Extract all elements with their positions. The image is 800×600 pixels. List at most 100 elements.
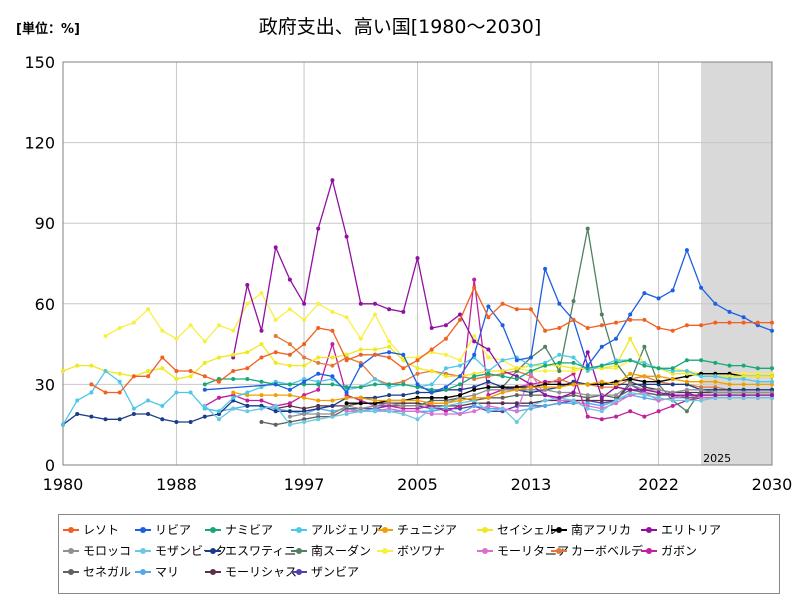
series-point [486,315,491,320]
series-point [287,387,292,392]
series-point [628,371,633,376]
series-point [727,393,732,398]
series-point [302,420,307,424]
series-point [245,409,250,414]
series-point [642,363,647,368]
series-point [458,382,462,387]
series-point [713,374,718,379]
series-point [486,347,491,352]
series-point [656,379,661,384]
series-point [599,363,604,368]
legend-item: モーリタニア [477,542,569,559]
x-tick-label: 1988 [156,475,197,494]
legend-item: リビア [135,521,191,538]
series-point [699,379,704,384]
series-point [387,393,392,398]
series-point [599,344,604,349]
series-point [500,395,505,400]
series-point [500,390,505,395]
series-point [599,417,604,422]
unit-label: [単位：%] [16,22,80,37]
series-point [628,387,633,392]
series-point [415,371,420,376]
series-point [344,358,349,363]
legend-item: モザンビーク [135,542,227,559]
series-point [89,390,94,395]
series-point [500,301,505,306]
series-point [61,369,65,373]
y-tick-label: 120 [24,134,55,153]
series-point [146,307,151,312]
series-point [231,369,236,373]
series-point [273,382,278,387]
series-point [273,409,278,414]
legend-swatch [291,547,307,554]
series-point [231,328,236,333]
series-point [415,256,420,261]
series-point [585,393,590,398]
series-point [358,406,363,411]
legend-swatch [291,568,307,575]
series-point [245,301,250,306]
legend-swatch [135,547,151,554]
series-point [202,406,207,411]
series-point [543,393,548,398]
series-point [543,403,548,408]
series-point [245,283,250,287]
series-point [287,422,292,427]
series-point [642,387,647,392]
legend-item: モーリシャス [205,563,297,580]
series-point [614,336,618,341]
series-point [528,355,533,360]
series-point [514,401,519,406]
series-point [245,366,250,371]
series-point [302,363,307,368]
series-point [543,398,548,403]
projection-region [701,62,772,465]
series-point [614,360,618,365]
series-point [571,382,576,387]
series-point [571,355,576,360]
series-point [401,398,406,403]
series-point [302,317,307,322]
series-point [429,412,434,416]
legend-label: 南スーダン [311,544,372,558]
series-point [387,307,392,312]
series-point [727,363,732,368]
series-point [287,382,292,387]
series-point [486,409,491,414]
series-point [684,393,689,398]
series-point [557,395,562,400]
series-point [330,355,335,360]
series-point [571,390,576,395]
legend-swatch [205,547,221,554]
series-point [684,358,689,363]
legend-swatch [205,568,221,575]
series-point [713,301,718,306]
series-point [458,387,462,392]
series-point [500,401,505,406]
series-point [217,409,221,414]
series-point [273,422,278,427]
series-point [741,315,746,320]
legend-label: モザンビーク [155,544,228,558]
legend-label: セイシェル [497,523,558,537]
series-point [103,334,108,338]
legend-swatch [377,526,393,533]
series-point [500,374,505,379]
series-point [117,326,122,330]
series-point [670,328,675,333]
line-chart: 0 30 60 90 120 150 1980 1988 1997 2005 2013 2022 203… [24,53,792,494]
series-point [373,352,377,357]
series-point [330,374,335,379]
series-point [486,403,491,408]
series-point [528,369,533,373]
series-point [543,266,548,271]
series-point [174,336,179,341]
series-point [514,377,519,381]
series-point [415,366,420,371]
series-point [429,390,434,395]
series-point [273,334,278,338]
series-point [387,355,392,360]
legend-item: ガボン [641,542,697,559]
